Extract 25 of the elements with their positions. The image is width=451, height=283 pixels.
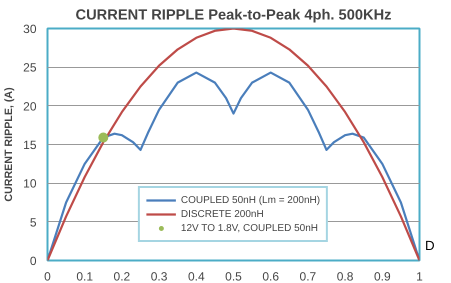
- y-tick-label: 15: [23, 138, 37, 152]
- x-axis-title: D: [425, 237, 435, 255]
- x-tick-label: 0.8: [336, 270, 354, 283]
- x-tick-label: 1: [416, 270, 424, 283]
- x-tick-label: 0.3: [150, 270, 168, 283]
- legend-label: 12V TO 1.8V, COUPLED 50nH: [180, 222, 318, 234]
- y-tick-label: 10: [23, 176, 37, 191]
- x-tick-label: 0.2: [114, 270, 131, 283]
- y-tick-label: 0: [30, 254, 37, 268]
- y-axis-title: CURRENT RIPPLE, (A): [3, 86, 16, 202]
- y-tick-label: 25: [23, 60, 37, 75]
- chart-title: CURRENT RIPPLE Peak-to-Peak 4ph. 500KHz: [76, 8, 392, 24]
- legend-label: DISCRETE 200nH: [180, 208, 264, 220]
- y-tick-label: 20: [23, 99, 37, 114]
- y-tick-label: 5: [30, 215, 37, 230]
- x-tick-label: 0: [44, 270, 52, 283]
- x-tick-label: 0.6: [262, 270, 280, 283]
- x-tick-label: 0.5: [225, 270, 242, 283]
- x-tick-label: 0.1: [76, 270, 94, 283]
- legend-label: COUPLED 50nH (Lm = 200nH): [180, 194, 320, 206]
- x-tick-label: 0.4: [188, 270, 205, 283]
- y-tick-label: 30: [23, 22, 37, 36]
- x-tick-label: 0.9: [374, 270, 391, 283]
- x-tick-label: 0.7: [300, 270, 317, 283]
- line-series: [48, 28, 420, 260]
